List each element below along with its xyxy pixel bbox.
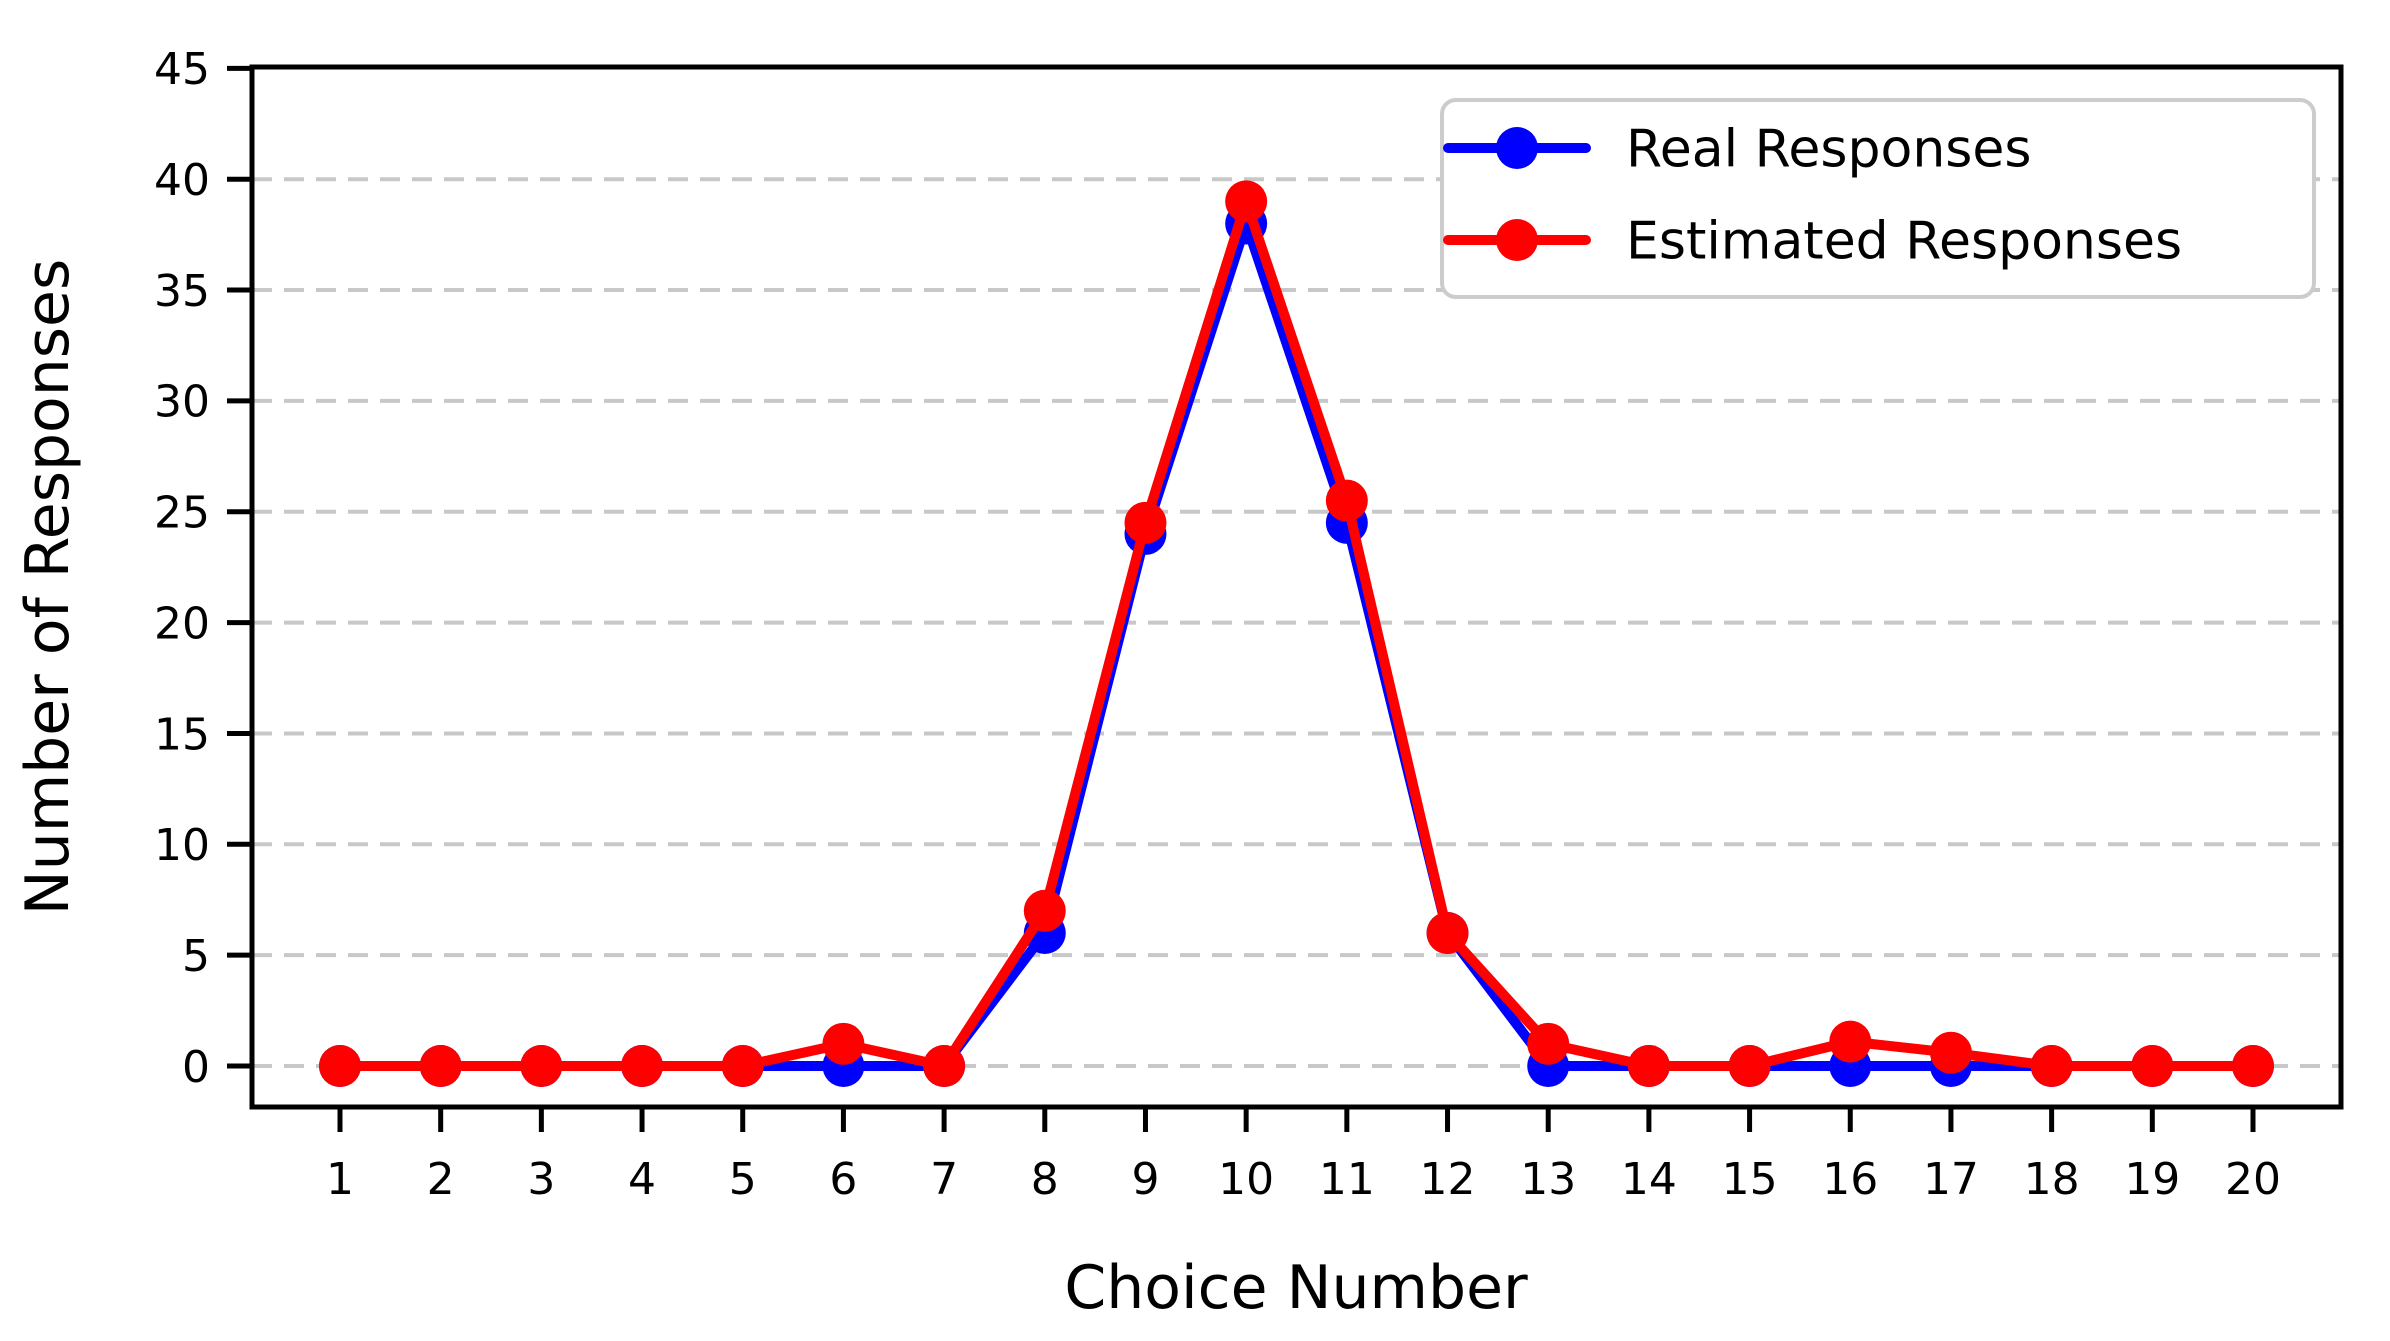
data-point-estimated-responses [2232,1045,2274,1087]
data-point-estimated-responses [520,1045,563,1087]
legend-label: Estimated Responses [1626,212,2182,272]
data-point-estimated-responses [319,1045,361,1087]
data-point-estimated-responses [1023,889,1066,932]
data-point-estimated-responses [1527,1022,1570,1065]
data-point-estimated-responses [2131,1045,2174,1087]
y-tick-label: 30 [154,377,210,428]
data-point-estimated-responses [621,1045,664,1087]
y-tick-label: 45 [154,44,210,95]
x-tick-label: 14 [1621,1154,1677,1205]
x-tick-label: 16 [1822,1154,1878,1205]
series-line-estimated-responses [335,196,2258,1071]
y-tick-label: 15 [154,709,210,760]
x-tick-label: 7 [930,1154,958,1205]
x-tick-label: 18 [2024,1154,2080,1205]
x-tick-label: 15 [1722,1154,1778,1205]
x-tick-label: 20 [2225,1154,2281,1205]
x-tick-label: 5 [729,1154,757,1205]
y-tick-label: 25 [154,488,210,539]
x-axis-label: Choice Number [1064,1253,1528,1323]
y-tick-label: 10 [154,820,210,871]
x-tick-label: 6 [829,1154,857,1205]
data-point-estimated-responses [923,1045,966,1087]
data-point-estimated-responses [1929,1031,1972,1074]
x-tick-label: 4 [628,1154,656,1205]
data-point-estimated-responses [721,1045,764,1087]
x-tick-label: 11 [1319,1154,1375,1205]
data-point-estimated-responses [2030,1045,2073,1087]
data-point-estimated-responses [1325,479,1368,522]
legend-box [1440,98,2316,299]
x-tick-label: 9 [1131,1154,1159,1205]
y-axis-label: Number of Responses [13,259,83,915]
x-tick-label: 8 [1031,1154,1059,1205]
grid-layer [252,177,2341,1068]
data-point-estimated-responses [1627,1045,1670,1087]
y-tick-label: 40 [154,155,210,206]
x-tick-label: 13 [1520,1154,1576,1205]
series-layer [319,180,2274,1087]
legend-label: Real Responses [1626,120,2031,180]
y-tick-label: 0 [182,1042,210,1093]
x-tick-label: 1 [326,1154,354,1205]
data-point-estimated-responses [1728,1045,1771,1087]
y-tick-label: 5 [182,931,210,982]
data-point-estimated-responses [1829,1020,1872,1063]
legend-sample-marker [1496,127,1538,169]
x-tick-label: 3 [527,1154,555,1205]
x-tick-label: 17 [1923,1154,1979,1205]
data-point-estimated-responses [822,1022,865,1065]
x-tick-label: 19 [2124,1154,2180,1205]
data-point-estimated-responses [1225,180,1268,223]
x-tick-label: 2 [427,1154,455,1205]
y-tick-label: 20 [154,598,210,649]
data-point-estimated-responses [419,1045,462,1087]
legend: Real Responses Estimated Responses [1440,98,2316,299]
y-tick-label: 35 [154,266,210,317]
data-point-estimated-responses [1124,501,1167,544]
data-point-estimated-responses [1426,911,1469,954]
x-tick-label: 10 [1218,1154,1274,1205]
legend-sample-marker [1496,219,1538,261]
plot-border [249,64,2344,1110]
x-tick-label: 12 [1420,1154,1476,1205]
